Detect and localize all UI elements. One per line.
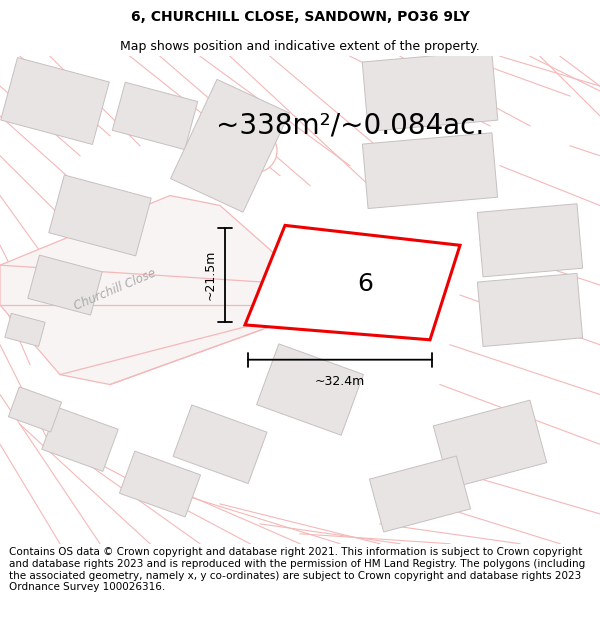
Text: Contains OS data © Crown copyright and database right 2021. This information is : Contains OS data © Crown copyright and d… <box>9 548 585 592</box>
Polygon shape <box>49 175 151 256</box>
Polygon shape <box>170 79 289 212</box>
Text: 6, CHURCHILL CLOSE, SANDOWN, PO36 9LY: 6, CHURCHILL CLOSE, SANDOWN, PO36 9LY <box>131 10 469 24</box>
Text: Churchill Close: Churchill Close <box>72 267 158 313</box>
Polygon shape <box>173 405 267 484</box>
Polygon shape <box>362 133 497 209</box>
Text: 6: 6 <box>357 272 373 296</box>
Polygon shape <box>433 400 547 488</box>
Polygon shape <box>257 344 364 435</box>
Polygon shape <box>478 273 583 346</box>
Polygon shape <box>8 387 62 432</box>
Polygon shape <box>28 255 102 315</box>
Text: ~338m²/~0.084ac.: ~338m²/~0.084ac. <box>216 112 484 140</box>
Polygon shape <box>1 58 109 144</box>
Polygon shape <box>112 82 197 149</box>
Polygon shape <box>0 196 330 384</box>
Circle shape <box>233 129 277 173</box>
Polygon shape <box>370 456 470 532</box>
Polygon shape <box>119 451 200 517</box>
Polygon shape <box>245 226 460 340</box>
Text: Map shows position and indicative extent of the property.: Map shows position and indicative extent… <box>120 39 480 52</box>
Polygon shape <box>478 204 583 277</box>
Polygon shape <box>42 408 118 471</box>
Polygon shape <box>5 313 45 346</box>
Text: ~32.4m: ~32.4m <box>315 374 365 388</box>
Polygon shape <box>362 51 498 131</box>
Text: ~21.5m: ~21.5m <box>204 250 217 301</box>
